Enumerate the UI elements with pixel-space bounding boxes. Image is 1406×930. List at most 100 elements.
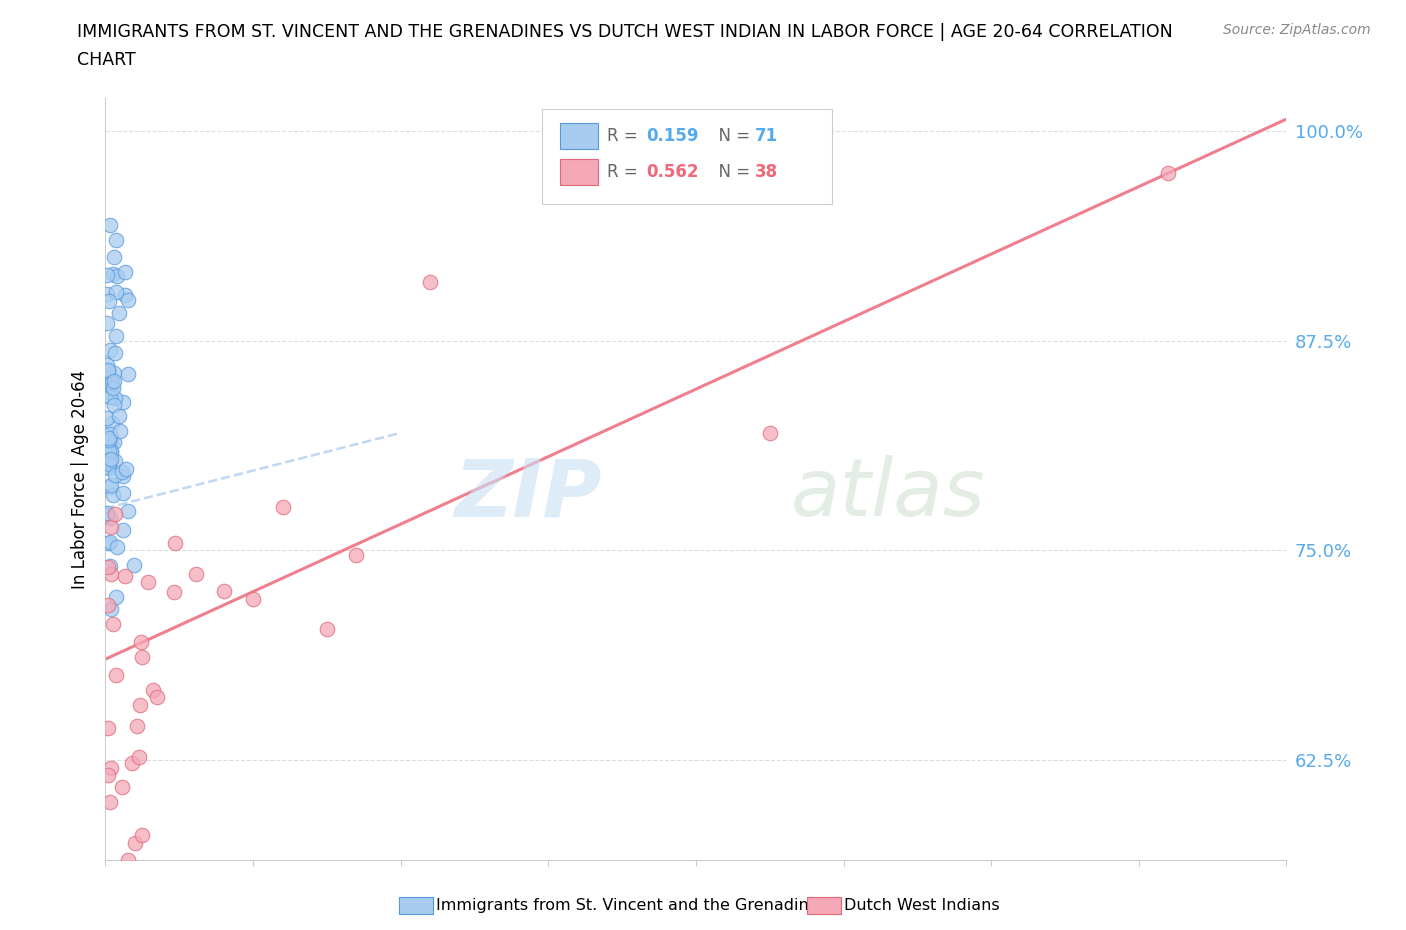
Point (101, 380, 124, 395)
Point (103, 365, 125, 380)
Text: 38: 38 (755, 164, 778, 181)
Point (98, 390, 121, 405)
Point (97, 363, 120, 378)
Text: 71: 71 (755, 126, 778, 145)
Point (346, 548, 368, 563)
Point (105, 285, 128, 299)
Point (759, 425, 782, 440)
Point (96, 286, 118, 301)
Point (107, 408, 129, 423)
Point (103, 617, 125, 631)
Point (97, 453, 120, 468)
Point (103, 468, 125, 483)
Point (100, 478, 122, 493)
Point (111, 469, 134, 484)
Point (108, 306, 131, 321)
Point (98, 460, 121, 475)
Point (101, 416, 124, 431)
Point (96, 508, 118, 523)
Point (110, 423, 132, 438)
Point (107, 269, 129, 284)
Point (98, 427, 121, 442)
Point (128, 750, 150, 764)
Point (104, 232, 127, 247)
Point (96, 451, 118, 466)
Point (114, 264, 136, 279)
Point (103, 249, 125, 264)
Text: N =: N = (707, 126, 755, 145)
Point (117, 366, 139, 381)
Point (242, 591, 264, 606)
Text: R =: R = (607, 164, 644, 181)
Point (97, 431, 120, 445)
Text: 0.562: 0.562 (647, 164, 699, 181)
Point (212, 583, 235, 598)
Point (97, 721, 120, 736)
Point (97, 536, 120, 551)
Point (97, 364, 120, 379)
Point (96, 358, 118, 373)
Point (97, 444, 120, 458)
FancyBboxPatch shape (560, 123, 598, 149)
Point (112, 395, 135, 410)
Point (98, 294, 121, 309)
Point (136, 575, 159, 590)
Point (100, 434, 122, 449)
Point (114, 287, 136, 302)
Point (97, 459, 120, 474)
Point (419, 274, 441, 289)
Point (104, 507, 127, 522)
Point (98, 480, 121, 495)
Point (112, 485, 135, 500)
Text: Source: ZipAtlas.com: Source: ZipAtlas.com (1223, 23, 1371, 37)
Text: R =: R = (607, 126, 644, 145)
Text: IMMIGRANTS FROM ST. VINCENT AND THE GRENADINES VS DUTCH WEST INDIAN IN LABOR FOR: IMMIGRANTS FROM ST. VINCENT AND THE GREN… (77, 23, 1173, 41)
Text: N =: N = (707, 164, 755, 181)
Point (131, 650, 153, 665)
Point (142, 683, 165, 698)
Point (104, 391, 127, 405)
Point (100, 444, 122, 458)
Point (97, 432, 120, 447)
Point (163, 585, 186, 600)
Point (98, 794, 121, 809)
Point (100, 520, 122, 535)
Point (103, 434, 125, 449)
Text: ZIP: ZIP (454, 455, 602, 533)
Point (101, 266, 124, 281)
Point (121, 756, 143, 771)
Point (98, 558, 121, 573)
Text: 0.159: 0.159 (647, 126, 699, 145)
Point (146, 690, 169, 705)
FancyBboxPatch shape (560, 159, 598, 185)
Point (100, 452, 122, 467)
Point (100, 375, 122, 390)
Point (100, 445, 122, 460)
Point (103, 373, 125, 388)
Point (124, 836, 146, 851)
Point (96, 453, 118, 468)
Point (114, 569, 136, 584)
Point (271, 499, 294, 514)
Point (105, 539, 128, 554)
Point (100, 761, 122, 776)
Point (122, 558, 145, 573)
Point (96, 387, 118, 402)
Point (96, 411, 118, 426)
Point (98, 457, 121, 472)
Point (1157, 166, 1180, 180)
Point (103, 398, 125, 413)
Point (96, 505, 118, 520)
Text: Immigrants from St. Vincent and the Grenadines: Immigrants from St. Vincent and the Gren… (436, 898, 827, 913)
Point (98, 343, 121, 358)
Point (104, 590, 127, 604)
Point (111, 779, 134, 794)
Y-axis label: In Labor Force | Age 20-64: In Labor Force | Age 20-64 (72, 369, 90, 589)
Point (112, 523, 135, 538)
Point (100, 379, 122, 394)
Point (100, 566, 122, 581)
Point (100, 511, 122, 525)
Point (103, 487, 125, 502)
Point (96, 267, 118, 282)
Point (117, 503, 139, 518)
